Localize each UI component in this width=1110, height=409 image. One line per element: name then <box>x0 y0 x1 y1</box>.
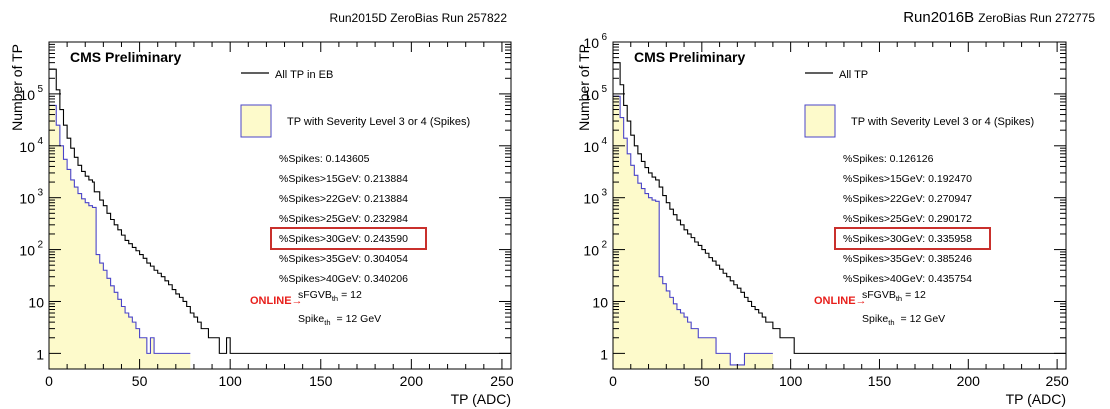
stat-line-1: %Spikes: 0.143605 <box>279 153 370 165</box>
spike-threshold: Spiketh = 12 GeV <box>862 313 945 327</box>
x-tick-label: 200 <box>400 373 424 389</box>
experiment-label: CMS Preliminary <box>634 49 745 65</box>
y-tick-label: 10 <box>19 243 35 259</box>
x-axis-label: TP (ADC) <box>451 391 511 407</box>
spike-value: = 12 GeV <box>337 313 382 325</box>
series-fill-2 <box>613 96 773 369</box>
series-line-1 <box>613 62 1066 354</box>
x-tick-label: 250 <box>1045 373 1069 389</box>
stat-line-4: %Spikes>25GeV: 0.232984 <box>279 213 408 225</box>
y-tick-exponent: 4 <box>601 136 607 147</box>
legend-label-all: All TP in EB <box>275 69 333 81</box>
run-title: Run2015D ZeroBias Run 257822 <box>330 11 508 25</box>
spike-sub: th <box>888 318 894 327</box>
series-fill-2 <box>49 105 191 369</box>
sfgvb-sub: th <box>896 294 902 303</box>
y-tick-label: 10 <box>19 191 35 207</box>
y-tick-exponent: 6 <box>601 32 607 43</box>
x-tick-label: 50 <box>132 373 148 389</box>
y-tick-exponent: 5 <box>601 84 607 95</box>
run-title-rest: ZeroBias Run 272775 <box>978 11 1095 25</box>
sfgvb-threshold: sFGVBth = 12 <box>298 289 362 303</box>
stat-line-2: %Spikes>15GeV: 0.192470 <box>843 173 972 185</box>
x-tick-label: 150 <box>309 373 333 389</box>
legend-box-swatch <box>240 104 272 138</box>
stat-line-5: %Spikes>30GeV: 0.243590 <box>279 233 408 245</box>
spike-value: = 12 GeV <box>901 313 946 325</box>
plot-area <box>613 62 1066 369</box>
legend-label-spikes: TP with Severity Level 3 or 4 (Spikes) <box>287 116 470 128</box>
sfgvb-sub: th <box>332 294 338 303</box>
stat-line-5: %Spikes>30GeV: 0.335958 <box>843 233 972 245</box>
y-tick-label: 10 <box>592 294 608 310</box>
stat-line-3: %Spikes>22GeV: 0.270947 <box>843 193 972 205</box>
sfgvb-value: = 12 <box>341 289 362 301</box>
y-tick-label: 1 <box>36 346 44 362</box>
run-title: Run2016B ZeroBias Run 272775 <box>903 9 1095 26</box>
y-tick-label: 1 <box>600 346 608 362</box>
legend-label-spikes: TP with Severity Level 3 or 4 (Spikes) <box>851 116 1034 128</box>
spike-sub: th <box>324 318 330 327</box>
y-tick-label: 10 <box>19 139 35 155</box>
y-tick-label: 10 <box>19 87 35 103</box>
plot-area <box>49 68 511 369</box>
x-tick-label: 0 <box>609 373 617 389</box>
online-label: ONLINE→ <box>814 295 867 307</box>
y-tick-label: 10 <box>583 243 599 259</box>
y-tick-exponent: 2 <box>37 240 43 251</box>
sfgvb-main: sFGVB <box>298 289 332 301</box>
y-axis-label: Number of TP <box>9 44 25 131</box>
stat-line-7: %Spikes>40GeV: 0.340206 <box>279 273 408 285</box>
run-title-prefix: Run2016B <box>903 9 978 26</box>
highlight-box <box>834 227 991 250</box>
stat-line-1: %Spikes: 0.126126 <box>843 153 934 165</box>
chart-panel-2: Run2016B ZeroBias Run 272775 0 50 100 150 200… <box>576 9 1095 407</box>
y-tick-label: 10 <box>583 191 599 207</box>
stat-line-2: %Spikes>15GeV: 0.213884 <box>279 173 408 185</box>
y-axis-label: Number of TP <box>576 44 592 131</box>
sfgvb-main: sFGVB <box>862 289 896 301</box>
y-tick-label: 10 <box>583 139 599 155</box>
x-tick-label: 200 <box>957 373 981 389</box>
x-tick-label: 100 <box>218 373 242 389</box>
stat-line-6: %Spikes>35GeV: 0.304054 <box>279 253 408 265</box>
series-line-2 <box>49 104 191 354</box>
chart-panel-1: Run2015D ZeroBias Run 257822 0 50 100 150 200… <box>9 11 514 407</box>
y-tick-exponent: 3 <box>37 188 43 199</box>
sfgvb-threshold: sFGVBth = 12 <box>862 289 926 303</box>
legend-box-swatch <box>804 104 836 138</box>
stat-line-4: %Spikes>25GeV: 0.290172 <box>843 213 972 225</box>
series-line-1 <box>49 68 511 354</box>
experiment-label: CMS Preliminary <box>70 49 181 65</box>
y-tick-label: 10 <box>583 35 599 51</box>
x-tick-label: 150 <box>868 373 892 389</box>
spike-main: Spike <box>862 313 888 325</box>
spike-threshold: Spiketh = 12 GeV <box>298 313 381 327</box>
x-tick-label: 100 <box>779 373 803 389</box>
online-label: ONLINE→ <box>250 295 303 307</box>
legend-label-all: All TP <box>839 69 868 81</box>
y-tick-label: 10 <box>28 294 44 310</box>
x-tick-label: 250 <box>490 373 514 389</box>
stat-line-6: %Spikes>35GeV: 0.385246 <box>843 253 972 265</box>
spike-main: Spike <box>298 313 324 325</box>
y-tick-exponent: 4 <box>37 136 43 147</box>
stat-line-7: %Spikes>40GeV: 0.435754 <box>843 273 972 285</box>
highlight-box <box>270 227 427 250</box>
y-tick-label: 10 <box>583 87 599 103</box>
sfgvb-value: = 12 <box>905 289 926 301</box>
y-tick-exponent: 2 <box>601 240 607 251</box>
x-axis-label: TP (ADC) <box>1006 391 1066 407</box>
x-tick-label: 0 <box>45 373 53 389</box>
series-line-2 <box>613 95 773 366</box>
x-tick-label: 50 <box>694 373 710 389</box>
y-tick-exponent: 5 <box>37 84 43 95</box>
y-tick-exponent: 3 <box>601 188 607 199</box>
stat-line-3: %Spikes>22GeV: 0.213884 <box>279 193 408 205</box>
